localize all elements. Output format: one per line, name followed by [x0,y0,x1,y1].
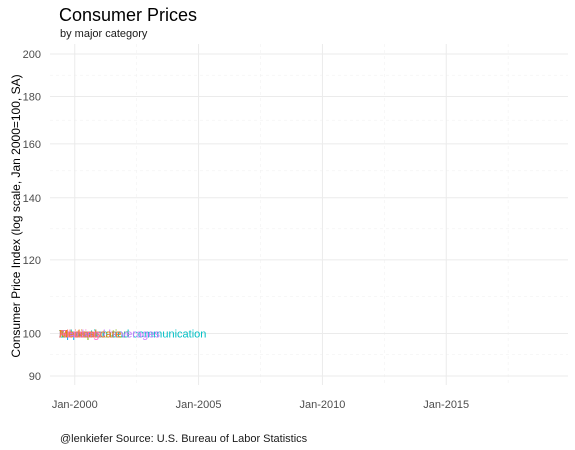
series-label: Apparel [59,328,97,340]
y-tick-label: 180 [23,91,41,103]
x-tick-label: Jan-2005 [176,399,222,411]
x-tick-label: Jan-2000 [52,399,98,411]
y-tick-label: 200 [23,49,41,61]
y-tick-label: 100 [23,328,41,340]
y-tick-label: 140 [23,193,41,205]
series-label: Housing [59,328,99,340]
y-tick-label: 90 [29,371,41,383]
x-tick-labels: Jan-2000 Jan-2005 Jan-2010 Jan-2015 [52,399,469,411]
series-label: Medical care [59,328,121,340]
grid-lines [50,44,568,385]
chart-subtitle: by major category [60,28,148,40]
chart-title: Consumer Prices [59,5,198,25]
y-tick-labels: 90 100 120 140 160 180 200 [23,49,41,383]
series-label: Transportation [59,328,130,340]
y-tick-label: 160 [23,139,41,151]
chart-caption: @lenkiefer Source: U.S. Bureau of Labor … [60,433,308,445]
x-tick-label: Jan-2010 [299,399,345,411]
y-axis-label: Consumer Price Index (log scale, Jan 200… [9,74,23,357]
x-tick-label: Jan-2015 [423,399,469,411]
y-tick-label: 120 [23,255,41,267]
series-label: Food and beverages [59,328,160,340]
series-label: Education and communication [59,328,206,340]
series-label: All items [59,328,101,340]
